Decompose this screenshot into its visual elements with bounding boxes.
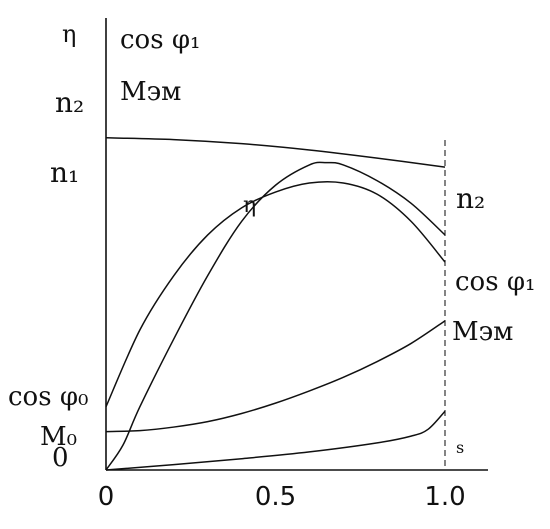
y-label-cos-phi1: cos φ₁ bbox=[120, 25, 200, 55]
series-label-s: s bbox=[456, 438, 464, 457]
series-line-s bbox=[105, 410, 446, 471]
series-label-η: η bbox=[243, 193, 256, 218]
series-line-cos φ₁ bbox=[105, 180, 446, 408]
series-line-η bbox=[105, 161, 446, 471]
series-line-Mэм bbox=[105, 320, 446, 433]
x-tick-label: 0.5 bbox=[255, 482, 296, 512]
label-cos-phi0: cos φ₀ bbox=[8, 382, 88, 412]
series-label-n₂: n₂ bbox=[456, 182, 485, 215]
y-label-eta: η bbox=[62, 20, 76, 48]
series-labels: n₂ η cos φ₁ Mэм s bbox=[243, 182, 535, 457]
label-n1: n₁ bbox=[50, 156, 79, 189]
series-line-n₂ bbox=[105, 137, 446, 168]
label-zero: 0 bbox=[52, 443, 69, 473]
series-label-Mэм: Mэм bbox=[452, 317, 513, 347]
series-label-cos φ₁: cos φ₁ bbox=[455, 267, 535, 297]
y-label-n2: n₂ bbox=[55, 86, 84, 119]
x-ticks: 0 0.5 1.0 0 bbox=[52, 443, 466, 512]
label-m0: M₀ bbox=[40, 422, 77, 452]
x-tick-label: 1.0 bbox=[424, 482, 465, 512]
y-label-m-em: Mэм bbox=[120, 77, 181, 107]
x-tick-label: 0 bbox=[98, 482, 115, 512]
curves bbox=[105, 137, 446, 471]
